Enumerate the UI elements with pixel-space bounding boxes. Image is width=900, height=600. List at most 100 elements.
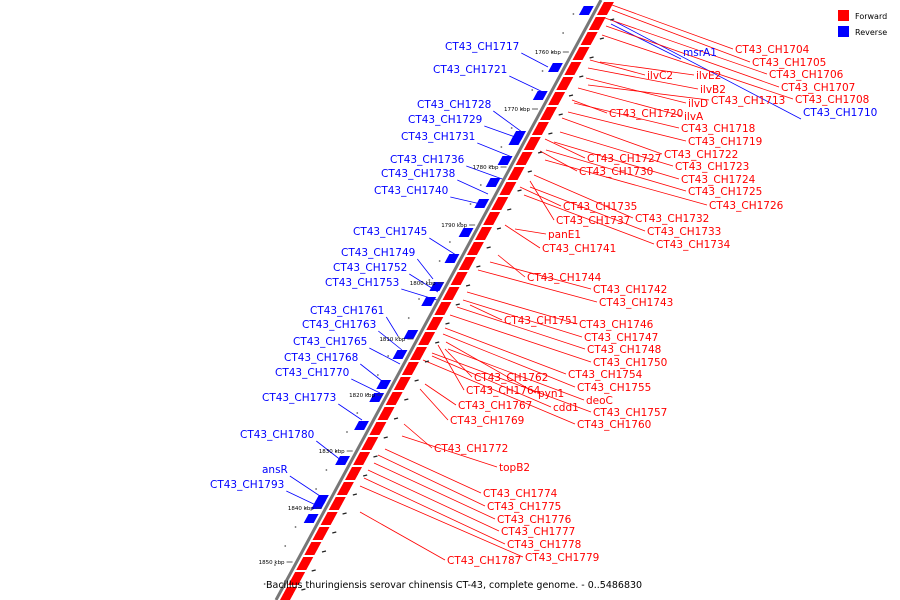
forward-gene-block[interactable] xyxy=(542,107,558,115)
forward-gene-block[interactable] xyxy=(596,9,610,16)
reverse-gene-block[interactable] xyxy=(547,63,563,72)
reverse-gene-label[interactable]: CT43_CH1721 xyxy=(433,64,507,76)
forward-gene-block[interactable] xyxy=(526,137,541,145)
forward-gene-block[interactable] xyxy=(434,309,448,316)
forward-gene-label[interactable]: CT43_CH1779 xyxy=(525,552,599,564)
forward-gene-label[interactable]: CT43_CH1776 xyxy=(497,514,572,526)
forward-gene-block[interactable] xyxy=(477,227,493,235)
forward-gene-label[interactable]: CT43_CH1744 xyxy=(527,272,602,284)
forward-gene-label[interactable]: CT43_CH1775 xyxy=(487,501,561,513)
forward-gene-block[interactable] xyxy=(442,294,456,301)
forward-gene-label[interactable]: CT43_CH1727 xyxy=(587,153,661,165)
forward-gene-block[interactable] xyxy=(363,437,379,445)
forward-gene-block[interactable] xyxy=(336,489,350,496)
forward-gene-label[interactable]: ilvC2 xyxy=(647,70,673,82)
forward-gene-label[interactable]: CT43_CH1708 xyxy=(795,94,869,106)
reverse-gene-label[interactable]: CT43_CH1770 xyxy=(275,367,349,379)
forward-gene-block[interactable] xyxy=(458,264,472,271)
forward-gene-block[interactable] xyxy=(531,129,545,136)
forward-gene-label[interactable]: CT43_CH1734 xyxy=(656,239,731,251)
forward-gene-label[interactable]: CT43_CH1720 xyxy=(609,108,683,120)
forward-gene-block[interactable] xyxy=(583,32,598,40)
forward-gene-label[interactable]: ilvD xyxy=(688,98,708,110)
forward-gene-label[interactable]: deoC xyxy=(586,395,613,407)
forward-gene-label[interactable]: CT43_CH1742 xyxy=(593,284,667,296)
forward-gene-label[interactable]: CT43_CH1777 xyxy=(501,526,575,538)
reverse-gene-block[interactable] xyxy=(392,350,408,359)
forward-gene-block[interactable] xyxy=(499,189,513,196)
reverse-gene-label[interactable]: CT43_CH1761 xyxy=(310,305,384,317)
forward-gene-label[interactable]: cdd1 xyxy=(553,402,579,414)
forward-gene-label[interactable]: CT43_CH1760 xyxy=(577,419,651,431)
forward-gene-block[interactable] xyxy=(418,339,432,346)
forward-gene-label[interactable]: CT43_CH1762 xyxy=(474,372,548,384)
forward-gene-block[interactable] xyxy=(450,279,464,286)
reverse-gene-block[interactable] xyxy=(532,91,548,100)
forward-gene-label[interactable]: CT43_CH1726 xyxy=(709,200,784,212)
forward-gene-block[interactable] xyxy=(361,444,375,451)
forward-gene-block[interactable] xyxy=(279,594,293,600)
reverse-gene-block[interactable] xyxy=(444,254,460,263)
forward-gene-block[interactable] xyxy=(320,519,334,526)
forward-gene-block[interactable] xyxy=(307,542,322,550)
forward-gene-label[interactable]: CT43_CH1735 xyxy=(563,201,637,213)
forward-gene-block[interactable] xyxy=(404,362,419,370)
reverse-gene-label[interactable]: CT43_CH1763 xyxy=(302,319,376,331)
reverse-gene-block[interactable] xyxy=(354,421,369,430)
reverse-gene-label[interactable]: CT43_CH1738 xyxy=(381,168,455,180)
forward-gene-block[interactable] xyxy=(548,99,562,106)
reverse-gene-block[interactable] xyxy=(497,156,513,165)
forward-gene-block[interactable] xyxy=(591,17,606,25)
reverse-gene-label[interactable]: CT43_CH1745 xyxy=(353,226,427,238)
forward-gene-block[interactable] xyxy=(328,504,342,511)
forward-gene-block[interactable] xyxy=(288,579,302,586)
forward-gene-label[interactable]: CT43_CH1723 xyxy=(675,161,749,173)
forward-gene-label[interactable]: CT43_CH1737 xyxy=(556,215,630,227)
forward-gene-label[interactable]: CT43_CH1769 xyxy=(450,415,524,427)
forward-gene-block[interactable] xyxy=(409,354,423,361)
forward-gene-label[interactable]: CT43_CH1719 xyxy=(688,136,762,148)
forward-gene-block[interactable] xyxy=(312,534,326,541)
forward-gene-block[interactable] xyxy=(355,452,371,460)
reverse-gene-block[interactable] xyxy=(403,330,419,339)
forward-gene-block[interactable] xyxy=(534,122,549,130)
forward-gene-block[interactable] xyxy=(388,392,403,400)
forward-gene-block[interactable] xyxy=(315,527,330,535)
forward-gene-block[interactable] xyxy=(564,69,578,76)
forward-gene-label[interactable]: CT43_CH1706 xyxy=(769,69,844,81)
reverse-gene-block[interactable] xyxy=(303,514,319,523)
forward-gene-label[interactable]: CT43_CH1778 xyxy=(507,539,581,551)
forward-gene-block[interactable] xyxy=(502,182,517,190)
forward-gene-label[interactable]: topB2 xyxy=(499,462,530,474)
reverse-gene-block[interactable] xyxy=(311,500,327,509)
forward-gene-block[interactable] xyxy=(380,407,395,415)
reverse-gene-label[interactable]: CT43_CH1717 xyxy=(445,41,519,53)
forward-gene-label[interactable]: CT43_CH1755 xyxy=(577,382,651,394)
forward-gene-block[interactable] xyxy=(323,512,338,520)
forward-gene-block[interactable] xyxy=(353,459,367,466)
reverse-gene-label[interactable]: CT43_CH1710 xyxy=(803,107,877,119)
forward-gene-block[interactable] xyxy=(518,152,533,160)
forward-gene-block[interactable] xyxy=(556,84,570,91)
forward-gene-block[interactable] xyxy=(474,234,488,241)
forward-gene-label[interactable]: CT43_CH1730 xyxy=(579,166,653,178)
forward-gene-block[interactable] xyxy=(298,557,314,565)
forward-gene-block[interactable] xyxy=(539,114,553,121)
reverse-gene-label[interactable]: CT43_CH1753 xyxy=(325,277,399,289)
forward-gene-block[interactable] xyxy=(515,159,529,166)
forward-gene-label[interactable]: CT43_CH1704 xyxy=(735,44,810,56)
reverse-gene-label[interactable]: CT43_CH1752 xyxy=(333,262,407,274)
forward-gene-label[interactable]: CT43_CH1741 xyxy=(542,243,616,255)
forward-gene-label[interactable]: pyn1 xyxy=(538,388,564,400)
reverse-gene-label[interactable]: ansR xyxy=(262,464,288,476)
forward-gene-block[interactable] xyxy=(469,242,484,250)
forward-gene-block[interactable] xyxy=(558,77,574,85)
reverse-gene-block[interactable] xyxy=(485,178,501,187)
forward-gene-block[interactable] xyxy=(523,144,537,151)
forward-gene-label[interactable]: CT43_CH1732 xyxy=(635,213,709,225)
reverse-gene-label[interactable]: CT43_CH1731 xyxy=(401,131,475,143)
reverse-gene-label[interactable]: CT43_CH1729 xyxy=(408,114,482,126)
reverse-gene-label[interactable]: CT43_CH1736 xyxy=(390,154,465,166)
forward-gene-block[interactable] xyxy=(282,587,298,595)
forward-gene-block[interactable] xyxy=(493,197,509,205)
